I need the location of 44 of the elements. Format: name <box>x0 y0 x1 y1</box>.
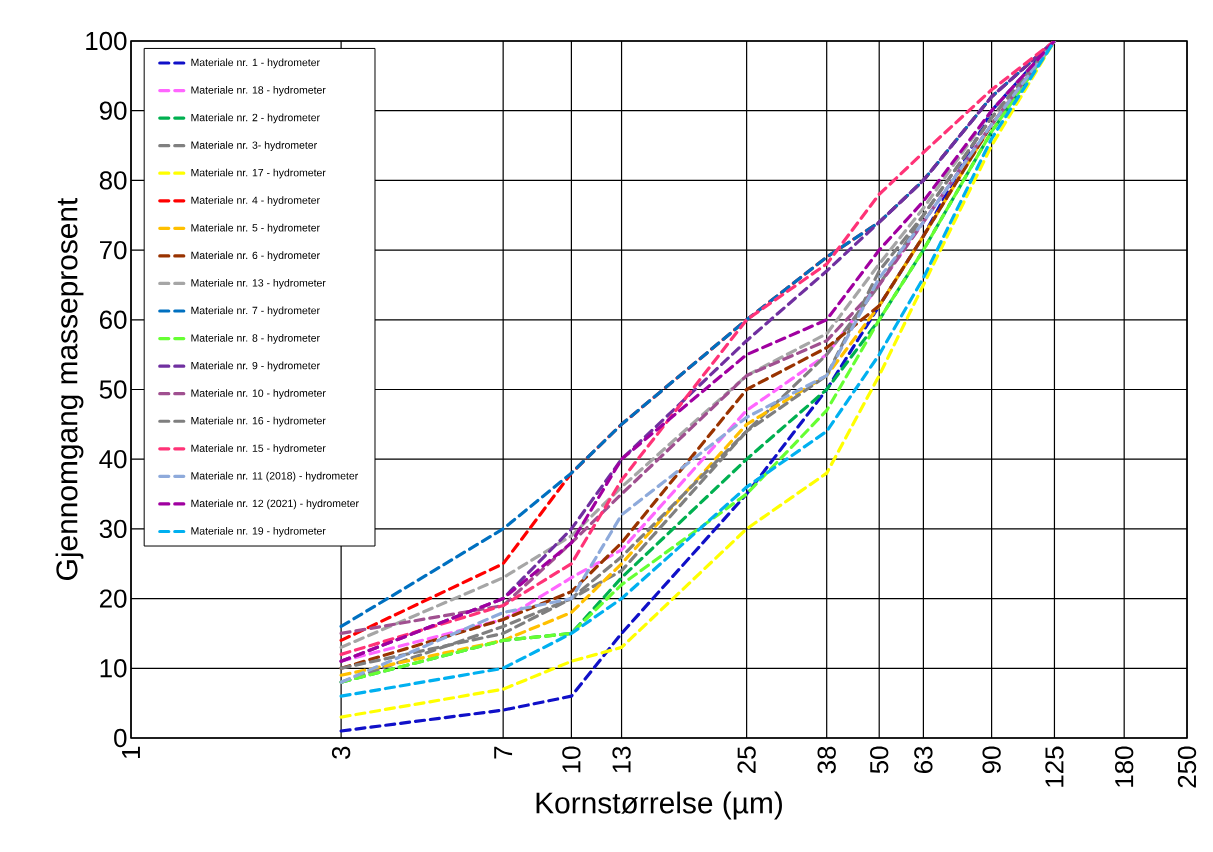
legend-label: Materiale nr. 3- hydrometer <box>191 141 317 151</box>
legend-label: Materiale nr. 2 - hydrometer <box>191 113 320 124</box>
y-tick-label: 10 <box>100 659 127 678</box>
y-tick-label: 70 <box>100 240 127 260</box>
x-tick-label: 25 <box>737 746 756 774</box>
legend-label: Materiale nr. 1 - hydrometer <box>191 58 320 69</box>
y-tick-label: 40 <box>99 450 127 469</box>
legend-label: Materiale nr. 11 (2018) - hydrometer <box>191 471 359 482</box>
legend-label: Materiale nr. 10 - hydrometer <box>191 389 326 399</box>
x-tick-label: 38 <box>817 746 836 774</box>
y-axis-title: Gjennomgang masseprosent <box>55 197 84 580</box>
y-tick-label: 100 <box>86 31 127 51</box>
legend-label: Materiale nr. 13 - hydrometer <box>191 278 326 289</box>
x-tick-label: 10 <box>562 746 581 773</box>
legend-label: Materiale nr. 12 (2021) - hydrometer <box>191 499 359 510</box>
legend-label: Materiale nr. 6 - hydrometer <box>191 251 320 262</box>
legend-label: Materiale nr. 7 - hydrometer <box>191 306 320 317</box>
x-tick-label: 63 <box>914 746 933 773</box>
y-tick-label: 50 <box>99 380 127 399</box>
legend-label: Materiale nr. 9 - hydrometer <box>191 361 320 372</box>
legend-label: Materiale nr. 18 - hydrometer <box>191 86 326 96</box>
legend-label: Materiale nr. 8 - hydrometer <box>191 334 320 344</box>
x-tick-label: 250 <box>1177 746 1197 788</box>
x-tick-label: 13 <box>612 746 631 773</box>
x-tick-label: 180 <box>1115 746 1134 787</box>
legend-label: Materiale nr. 17 - hydrometer <box>191 168 326 179</box>
legend-label: Materiale nr. 5 - hydrometer <box>191 223 320 234</box>
x-tick-label: 7 <box>494 746 513 759</box>
y-tick-label: 60 <box>99 310 127 329</box>
y-tick-label: 0 <box>114 728 127 748</box>
y-tick-label: 90 <box>99 101 127 120</box>
y-tick-label: 20 <box>99 589 127 608</box>
y-tick-label: 30 <box>99 519 127 539</box>
x-tick-label: 90 <box>982 746 1001 774</box>
x-tick-label: 50 <box>870 746 889 774</box>
legend-label: Materiale nr. 19 - hydrometer <box>191 526 326 537</box>
legend-label: Materiale nr. 16 - hydrometer <box>191 416 326 427</box>
x-tick-label: 3 <box>331 746 351 759</box>
x-tick-label: 125 <box>1045 746 1064 787</box>
legend-label: Materiale nr. 4 - hydrometer <box>191 196 320 206</box>
x-tick-label: 1 <box>122 746 140 758</box>
x-axis-title: Kornstørrelse (µm) <box>536 791 782 820</box>
legend-label: Materiale nr. 15 - hydrometer <box>191 444 326 455</box>
y-tick-label: 80 <box>99 171 127 190</box>
